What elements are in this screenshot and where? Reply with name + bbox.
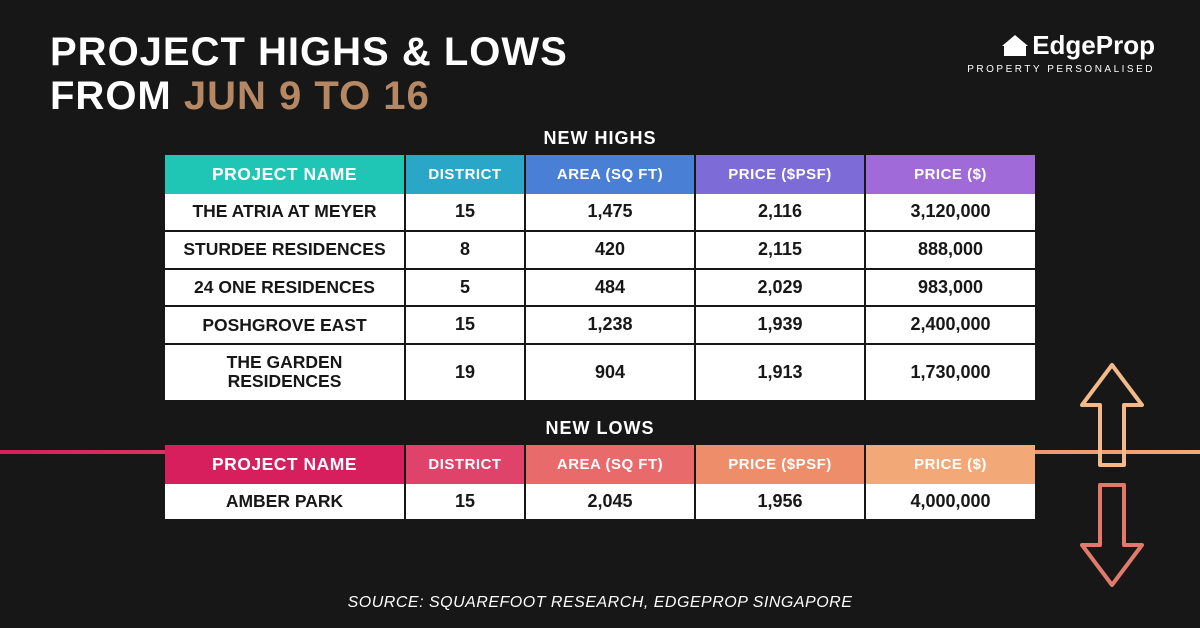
table-cell: 3,120,000: [865, 194, 1035, 231]
table-cell: THE ATRIA AT MEYER: [165, 194, 405, 231]
column-header: PRICE ($): [865, 445, 1035, 484]
table-cell: POSHGROVE EAST: [165, 306, 405, 344]
table-cell: 888,000: [865, 231, 1035, 269]
table-cell: THE GARDENRESIDENCES: [165, 344, 405, 400]
column-header: DISTRICT: [405, 445, 525, 484]
table-cell: 1,730,000: [865, 344, 1035, 400]
title-prefix: FROM: [50, 74, 184, 118]
table-cell: AMBER PARK: [165, 484, 405, 520]
column-header: AREA (SQ FT): [525, 445, 695, 484]
column-header: PRICE ($PSF): [695, 155, 865, 194]
table-row: STURDEE RESIDENCES84202,115888,000: [165, 231, 1035, 269]
lows-table: PROJECT NAMEDISTRICTAREA (SQ FT)PRICE ($…: [165, 445, 1035, 520]
table-cell: 4,000,000: [865, 484, 1035, 520]
title-date-range: JUN 9 TO 16: [184, 74, 430, 118]
column-header: PRICE ($PSF): [695, 445, 865, 484]
title-line-2: FROM JUN 9 TO 16: [50, 74, 568, 118]
lows-label: NEW LOWS: [165, 418, 1035, 439]
table-cell: 1,956: [695, 484, 865, 520]
table-cell: 420: [525, 231, 695, 269]
source-attribution: SOURCE: SQUAREFOOT RESEARCH, EDGEPROP SI…: [348, 594, 853, 612]
table-cell: 2,400,000: [865, 306, 1035, 344]
table-row: 24 ONE RESIDENCES54842,029983,000: [165, 269, 1035, 307]
table-row: AMBER PARK152,0451,9564,000,000: [165, 484, 1035, 520]
column-header: DISTRICT: [405, 155, 525, 194]
table-cell: 19: [405, 344, 525, 400]
table-row: THE ATRIA AT MEYER151,4752,1163,120,000: [165, 194, 1035, 231]
logo-tagline: PROPERTY PERSONALISED: [967, 64, 1155, 75]
table-cell: 904: [525, 344, 695, 400]
table-cell: 1,913: [695, 344, 865, 400]
table-cell: 2,045: [525, 484, 695, 520]
table-cell: 2,116: [695, 194, 865, 231]
up-down-arrows-icon: [1062, 355, 1162, 595]
table-cell: 15: [405, 194, 525, 231]
table-cell: 484: [525, 269, 695, 307]
highs-table: PROJECT NAMEDISTRICTAREA (SQ FT)PRICE ($…: [165, 155, 1035, 400]
column-header: PROJECT NAME: [165, 155, 405, 194]
table-cell: 2,115: [695, 231, 865, 269]
table-cell: 1,238: [525, 306, 695, 344]
table-row: POSHGROVE EAST151,2381,9392,400,000: [165, 306, 1035, 344]
brand-logo: EdgeProp PROPERTY PERSONALISED: [967, 30, 1155, 75]
page-title-block: PROJECT HIGHS & LOWS FROM JUN 9 TO 16: [50, 30, 568, 118]
table-cell: 983,000: [865, 269, 1035, 307]
table-cell: 24 ONE RESIDENCES: [165, 269, 405, 307]
logo-name: EdgeProp: [1032, 30, 1155, 61]
column-header: AREA (SQ FT): [525, 155, 695, 194]
table-cell: 15: [405, 306, 525, 344]
table-cell: 2,029: [695, 269, 865, 307]
table-cell: 15: [405, 484, 525, 520]
column-header: PROJECT NAME: [165, 445, 405, 484]
table-cell: 8: [405, 231, 525, 269]
highs-header-row: PROJECT NAMEDISTRICTAREA (SQ FT)PRICE ($…: [165, 155, 1035, 194]
highs-label: NEW HIGHS: [165, 128, 1035, 149]
column-header: PRICE ($): [865, 155, 1035, 194]
tables-container: NEW HIGHS PROJECT NAMEDISTRICTAREA (SQ F…: [165, 128, 1035, 519]
table-cell: STURDEE RESIDENCES: [165, 231, 405, 269]
table-row: THE GARDENRESIDENCES199041,9131,730,000: [165, 344, 1035, 400]
lows-header-row: PROJECT NAMEDISTRICTAREA (SQ FT)PRICE ($…: [165, 445, 1035, 484]
table-cell: 1,475: [525, 194, 695, 231]
table-cell: 1,939: [695, 306, 865, 344]
house-icon: [1002, 34, 1028, 58]
title-line-1: PROJECT HIGHS & LOWS: [50, 30, 568, 74]
table-cell: 5: [405, 269, 525, 307]
